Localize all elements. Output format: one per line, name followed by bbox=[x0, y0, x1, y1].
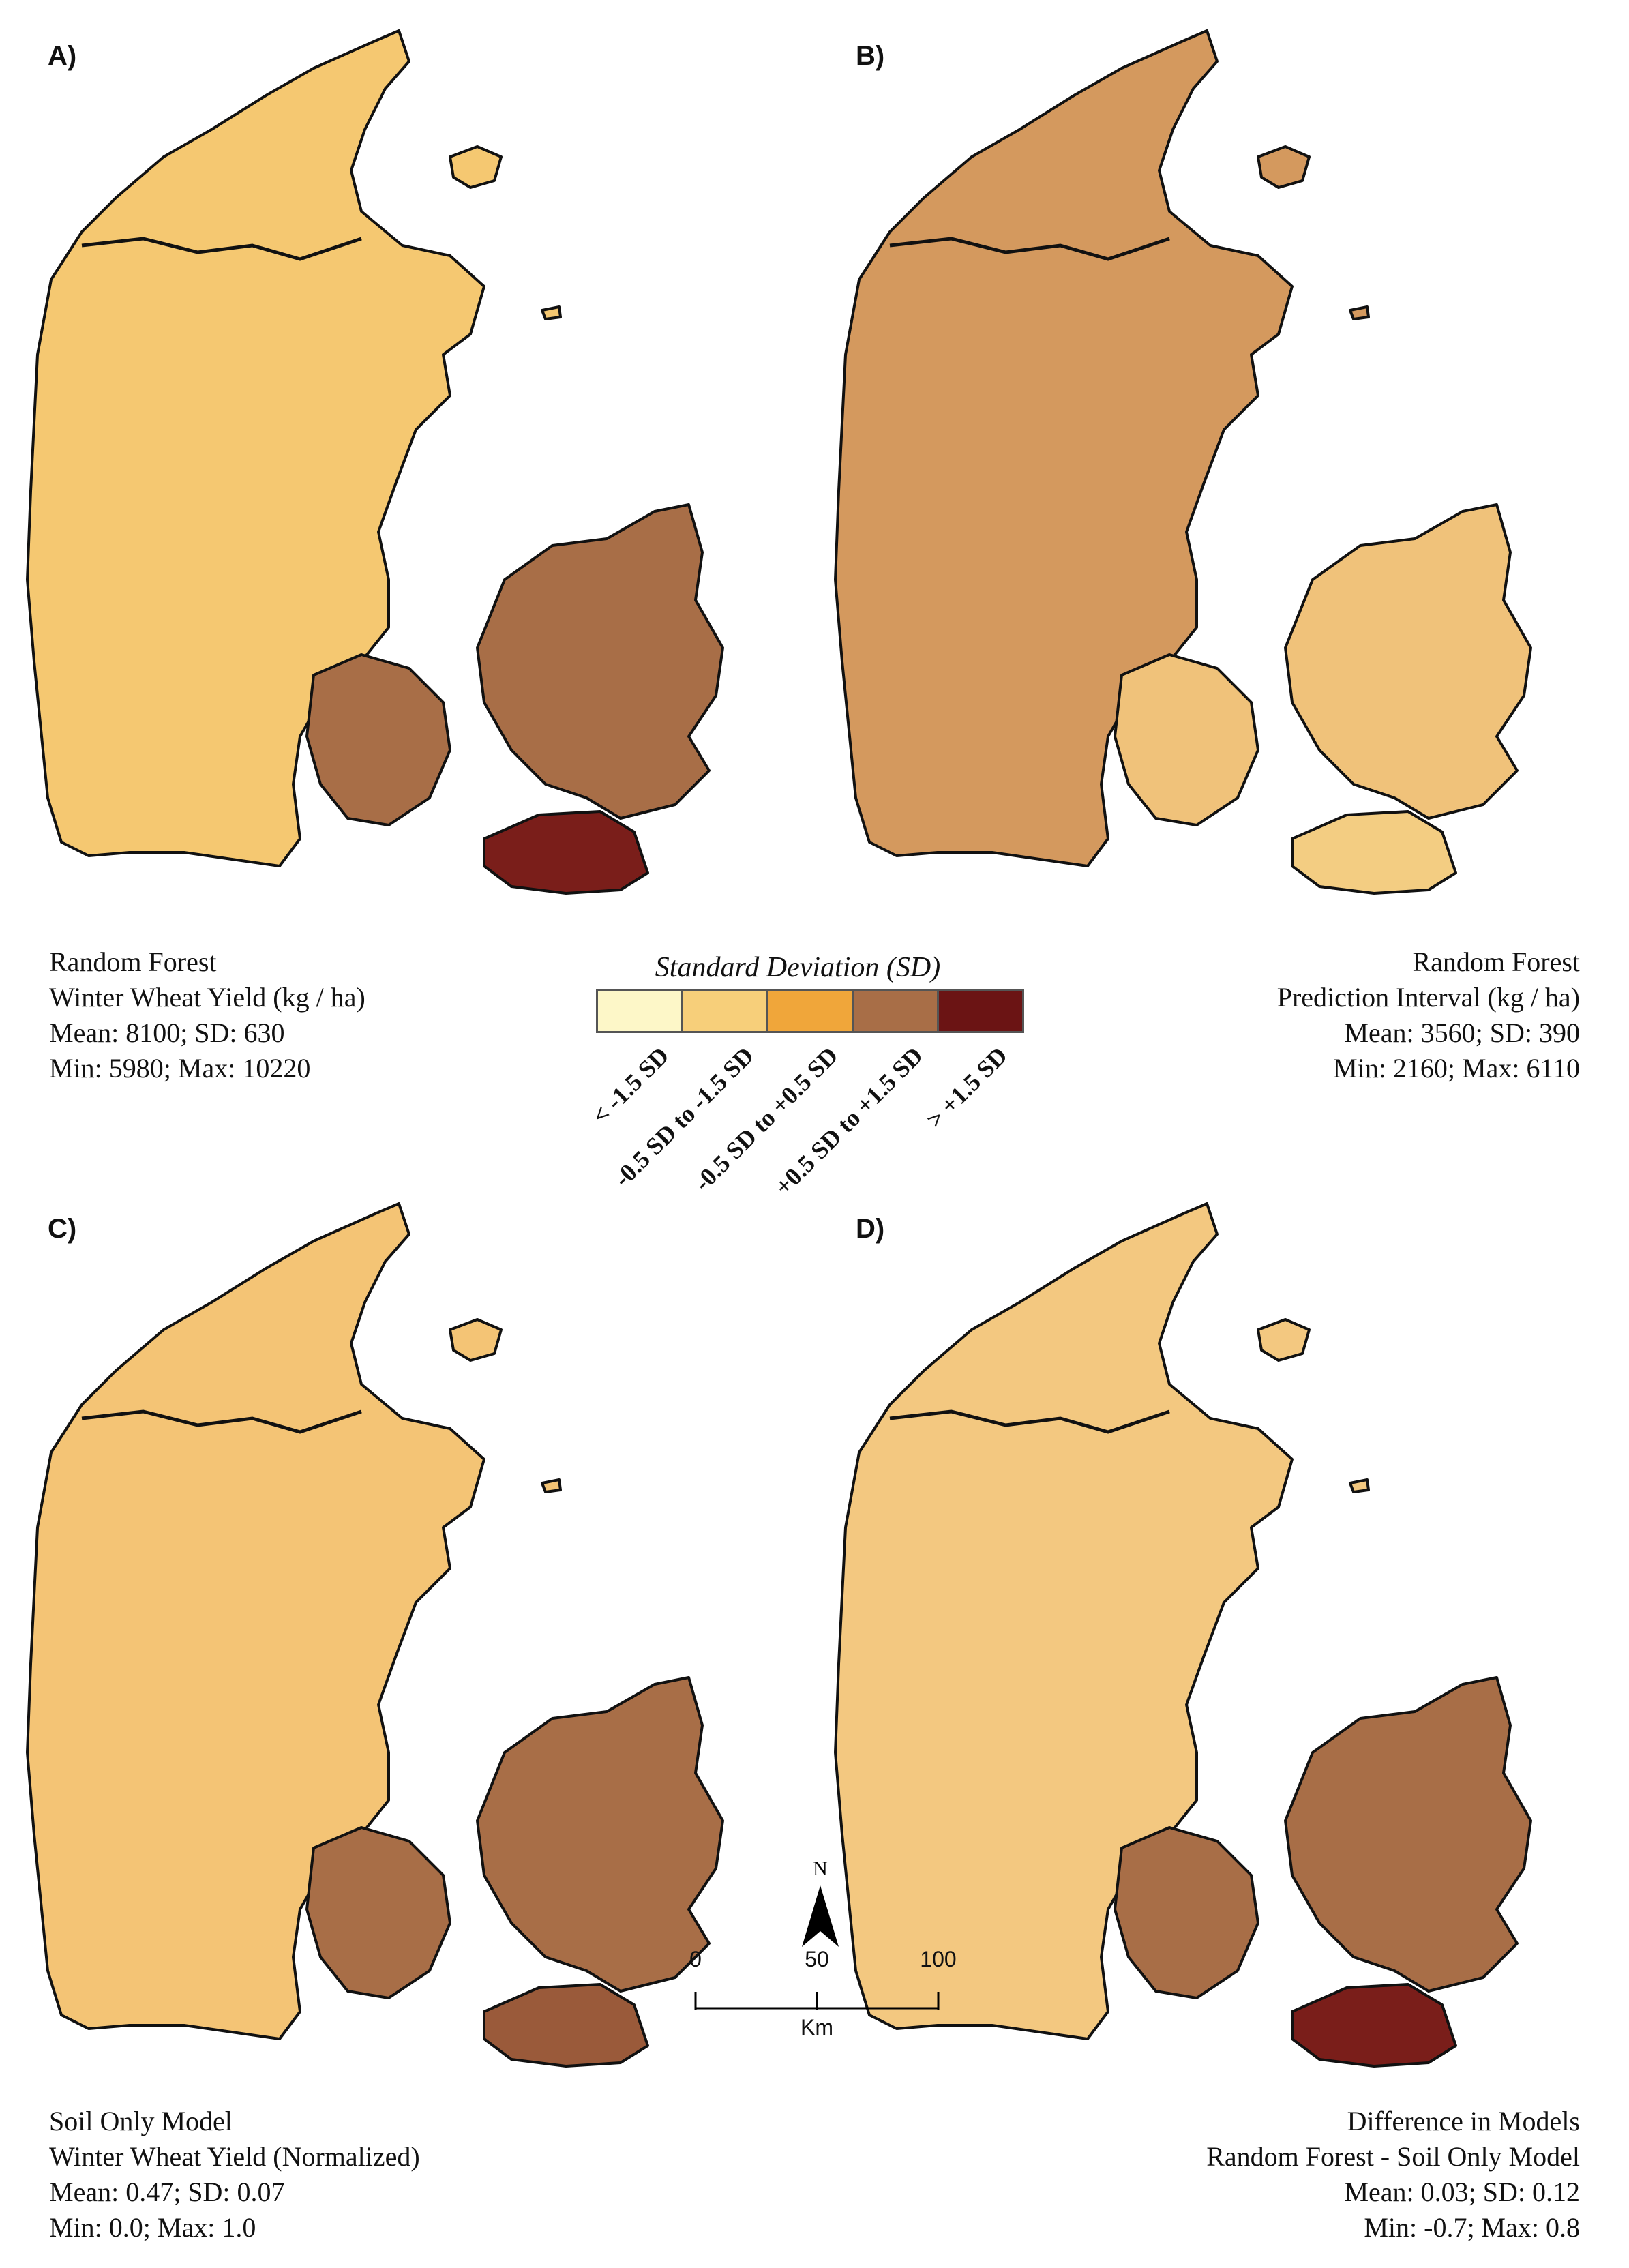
panel-d-map bbox=[834, 1202, 1532, 2068]
lolland-region bbox=[483, 810, 649, 895]
panel-b-caption-line-3: Mean: 3560; SD: 390 bbox=[1344, 1017, 1580, 1048]
panel-c-caption-line-3: Mean: 0.47; SD: 0.07 bbox=[49, 2177, 285, 2207]
legend-swatch-1 bbox=[598, 991, 683, 1031]
anholt-region bbox=[541, 305, 562, 320]
legend-swatch-3 bbox=[768, 991, 854, 1031]
panel-d-caption: Difference in Models Random Forest - Soi… bbox=[1206, 2104, 1580, 2245]
legend-swatch-4 bbox=[854, 991, 939, 1031]
legend: Standard Deviation (SD) < -1.5 SD -0.5 S… bbox=[559, 951, 1036, 1224]
scale-bar-line bbox=[694, 1992, 940, 2010]
panel-c-caption-line-2: Winter Wheat Yield (Normalized) bbox=[49, 2141, 420, 2172]
panel-d-caption-line-1: Difference in Models bbox=[1347, 2106, 1580, 2136]
panel-c-map bbox=[26, 1202, 724, 2068]
panel-a-caption-line-4: Min: 5980; Max: 10220 bbox=[49, 1053, 311, 1084]
panel-a-map bbox=[26, 29, 724, 895]
panel-b-caption: Random Forest Prediction Interval (kg / … bbox=[1277, 944, 1580, 1086]
panel-d-caption-line-3: Mean: 0.03; SD: 0.12 bbox=[1344, 2177, 1580, 2207]
north-arrow-icon: N bbox=[802, 1857, 839, 1947]
legend-label-3: -0.5 SD to +0.5 SD bbox=[689, 1041, 843, 1197]
panel-d-caption-line-4: Min: -0.7; Max: 0.8 bbox=[1364, 2212, 1580, 2243]
funen-region bbox=[1114, 1826, 1259, 1999]
anholt-region bbox=[541, 1478, 562, 1493]
funen-region bbox=[305, 1826, 451, 1999]
panel-c-caption: Soil Only Model Winter Wheat Yield (Norm… bbox=[49, 2104, 420, 2245]
panel-a-label: A) bbox=[48, 41, 77, 71]
panel-b-caption-line-1: Random Forest bbox=[1412, 946, 1580, 977]
bornholm-region bbox=[1257, 145, 1311, 189]
bornholm-region bbox=[449, 145, 503, 189]
panel-b-map bbox=[834, 29, 1532, 895]
limfjord-inlet bbox=[889, 1409, 1170, 1434]
zealand-region bbox=[476, 1676, 724, 1993]
panel-c-caption-line-4: Min: 0.0; Max: 1.0 bbox=[49, 2212, 256, 2243]
panel-c-caption-line-1: Soil Only Model bbox=[49, 2106, 233, 2136]
limfjord-inlet bbox=[81, 1409, 362, 1434]
panel-b-label: B) bbox=[856, 41, 885, 71]
legend-label-4: +0.5 SD to +1.5 SD bbox=[769, 1041, 928, 1201]
bornholm-region bbox=[1257, 1318, 1311, 1362]
limfjord-inlet bbox=[81, 237, 362, 261]
scale-tick-100: 100 bbox=[920, 1947, 957, 1971]
lolland-region bbox=[1291, 1983, 1457, 2068]
scale-tick-0: 0 bbox=[689, 1947, 702, 1971]
panel-a-caption-line-3: Mean: 8100; SD: 630 bbox=[49, 1017, 285, 1048]
lolland-region bbox=[483, 1983, 649, 2068]
scale-bar: 0 50 100 Km bbox=[668, 1947, 968, 2040]
funen-region bbox=[305, 653, 451, 826]
legend-title: Standard Deviation (SD) bbox=[655, 952, 941, 983]
panel-b-caption-line-2: Prediction Interval (kg / ha) bbox=[1276, 982, 1580, 1013]
zealand-region bbox=[476, 503, 724, 820]
anholt-region bbox=[1349, 1478, 1370, 1493]
bornholm-region bbox=[449, 1318, 503, 1362]
panel-d-label: D) bbox=[856, 1214, 885, 1244]
lolland-region bbox=[1291, 810, 1457, 895]
panel-d-caption-line-2: Random Forest - Soil Only Model bbox=[1206, 2141, 1580, 2172]
legend-label-5: > +1.5 SD bbox=[921, 1041, 1013, 1134]
legend-label-1: < -1.5 SD bbox=[586, 1041, 674, 1130]
zealand-region bbox=[1284, 503, 1532, 820]
anholt-region bbox=[1349, 305, 1370, 320]
scale-unit: Km bbox=[801, 2015, 833, 2040]
limfjord-inlet bbox=[889, 237, 1170, 261]
legend-swatch-5 bbox=[939, 991, 1022, 1031]
panel-a-caption-line-1: Random Forest bbox=[49, 946, 217, 977]
funen-region bbox=[1114, 653, 1259, 826]
legend-swatch-2 bbox=[683, 991, 768, 1031]
panel-a-caption-line-2: Winter Wheat Yield (kg / ha) bbox=[49, 982, 365, 1013]
panel-b-caption-line-4: Min: 2160; Max: 6110 bbox=[1333, 1053, 1580, 1084]
panel-a-caption: Random Forest Winter Wheat Yield (kg / h… bbox=[49, 944, 365, 1086]
legend-bar bbox=[596, 989, 1024, 1033]
scale-tick-50: 50 bbox=[805, 1947, 829, 1971]
north-arrow-label: N bbox=[813, 1857, 828, 1880]
panel-c-label: C) bbox=[48, 1214, 77, 1244]
zealand-region bbox=[1284, 1676, 1532, 1993]
